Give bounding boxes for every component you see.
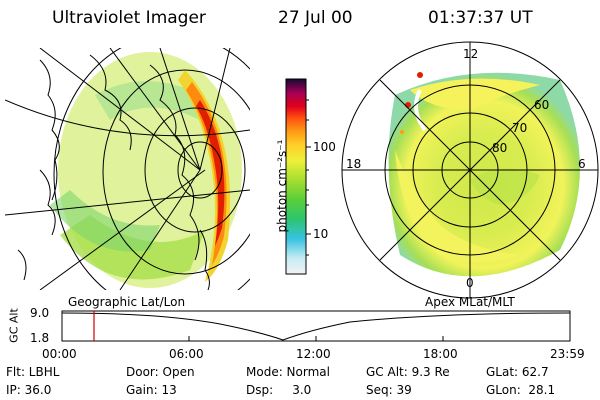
altitude-axis-label: GC Alt <box>7 308 21 343</box>
colorbar-tick-100: 100 <box>313 140 336 154</box>
colorbar-tick-10: 10 <box>313 227 329 241</box>
mlt-label-6: 6 <box>578 157 586 171</box>
time-tick-1200: 12:00 <box>296 347 331 361</box>
filter-field: Flt: LBHL <box>6 365 60 379</box>
colorbar-ticks <box>306 99 311 256</box>
instrument-title: Ultraviolet Imager <box>52 8 206 28</box>
dsp-field: Dsp: 3.0 <box>246 383 312 397</box>
mlat-label-80: 80 <box>492 141 508 155</box>
altitude-curve <box>61 312 571 341</box>
altitude-ymax: 9.0 <box>30 306 50 320</box>
time-tick-0000: 00:00 <box>42 347 77 361</box>
time-tick-1800: 18:00 <box>423 347 458 361</box>
left-panel-label: Geographic Lat/Lon <box>68 295 186 309</box>
glon-field: GLon: 28.1 <box>486 383 556 397</box>
mlt-label-0: 0 <box>466 276 474 290</box>
time-axis-ticks <box>61 336 571 341</box>
mode-field: Mode: Normal <box>246 365 330 379</box>
right-panel-label: Apex MLat/MLT <box>425 295 515 309</box>
mlt-label-18: 18 <box>346 157 362 171</box>
ip-field: IP: 36.0 <box>6 383 52 397</box>
door-field: Door: Open <box>126 365 195 379</box>
mlt-label-12: 12 <box>463 47 479 61</box>
time-tick-0600: 06:00 <box>169 347 204 361</box>
mlat-label-60: 60 <box>534 98 550 112</box>
geographic-image <box>5 48 250 290</box>
colorbar <box>285 78 307 275</box>
gain-field: Gain: 13 <box>126 383 177 397</box>
polar-image <box>341 41 599 299</box>
glat-field: GLat: 62.7 <box>486 365 549 379</box>
colorbar-unit-label: photon cm⁻²s⁻¹ <box>275 139 289 233</box>
altitude-ymin: 1.8 <box>30 331 50 345</box>
gc-alt-field: GC Alt: 9.3 Re <box>366 365 450 379</box>
mlat-label-70: 70 <box>512 121 528 135</box>
time-label: 01:37:37 UT <box>428 8 533 28</box>
time-tick-2359: 23:59 <box>550 347 585 361</box>
seq-field: Seq: 39 <box>366 383 412 397</box>
date-label: 27 Jul 00 <box>278 8 353 28</box>
